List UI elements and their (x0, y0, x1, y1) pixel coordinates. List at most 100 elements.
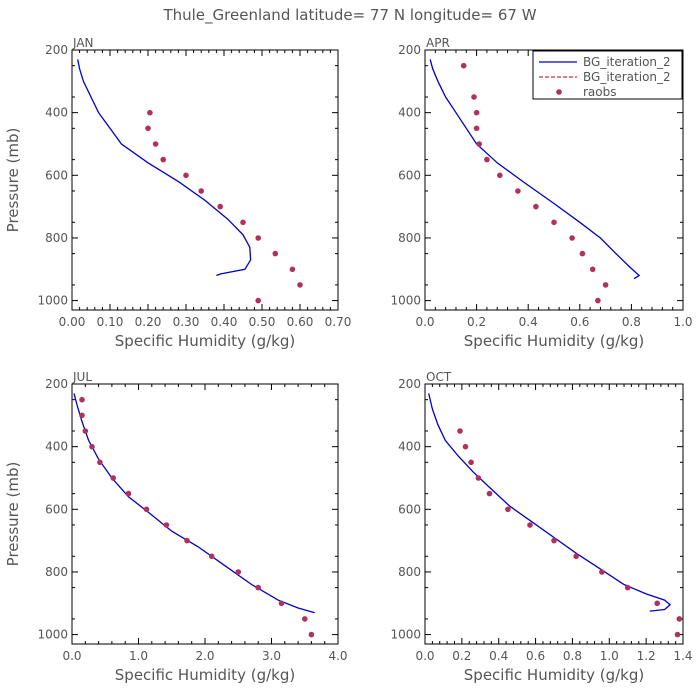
raobs-point (579, 250, 586, 257)
panel-label: JAN (72, 36, 94, 50)
y-tick-label: 400 (398, 440, 421, 454)
panel-jul: JUL 0.0 1.0 2.0 3.0 4.0 200 400 600 800 1000 Specif… (4, 370, 348, 684)
y-tick-label: 800 (398, 565, 421, 579)
x-tick-label: 0.8 (622, 315, 641, 329)
x-tick-label: 0.6 (526, 649, 545, 663)
x-tick-label: 0.60 (287, 315, 314, 329)
x-tick-label: 1.0 (600, 649, 619, 663)
y-tick-label: 600 (45, 168, 68, 182)
x-tick-label: 0.8 (563, 649, 582, 663)
plot-frame (71, 383, 339, 645)
raobs-point (505, 506, 511, 513)
x-tick-label: 1.2 (637, 649, 656, 663)
y-axis-label: Pressure (mb) (4, 128, 22, 233)
x-tick-label: 0.0 (62, 649, 81, 663)
raobs-point (255, 235, 261, 241)
legend-label: BG_iteration_2 (583, 55, 671, 69)
x-tick-label: 0.40 (211, 315, 238, 329)
x-axis-label: Specific Humidity (g/kg) (464, 666, 644, 684)
bg-iteration-line (77, 59, 252, 277)
panels: JAN 0.00 0.10 0.20 0.30 0.40 0.50 0.60 0.70 200 40… (4, 36, 693, 684)
x-tick-label: 0.50 (249, 315, 276, 329)
panel-apr: APR 0.0 0.2 0.4 0.6 0.8 1.0 200 400 600 800 1000 Spe… (390, 36, 692, 350)
raobs-point (599, 569, 605, 575)
raobs-point (89, 443, 95, 450)
raobs-point (160, 156, 166, 163)
raobs-point (676, 616, 683, 622)
legend-label: BG_iteration_2 (583, 70, 671, 84)
raobs-point (484, 156, 490, 163)
y-tick-label: 200 (398, 43, 421, 57)
x-axis-label: Specific Humidity (g/kg) (115, 332, 295, 350)
y-tick-label: 1000 (37, 294, 68, 308)
x-tick-label: 0.30 (173, 315, 200, 329)
x-tick-label: 0.4 (519, 315, 538, 329)
raobs-point (515, 188, 521, 194)
plot-frame (424, 49, 684, 311)
x-tick-label: 1.0 (129, 649, 148, 663)
raobs-point (82, 428, 89, 434)
raobs-point (595, 297, 601, 304)
raobs-point (79, 396, 85, 403)
raobs-point (527, 522, 533, 528)
raobs-point (473, 109, 480, 116)
plot-frame (424, 383, 684, 645)
x-axis-label: Specific Humidity (g/kg) (464, 332, 644, 350)
raobs-point (569, 235, 575, 241)
raobs-point (272, 250, 279, 257)
y-tick-label: 1000 (37, 628, 68, 642)
raobs-point (473, 125, 480, 132)
raobs-point (125, 490, 132, 497)
raobs-point (240, 219, 246, 226)
raobs-point (145, 125, 151, 132)
bg-iteration-line (73, 393, 315, 614)
raobs-point (551, 219, 557, 226)
x-tick-label: 2.0 (195, 649, 214, 663)
x-tick-label: 3.0 (262, 649, 281, 663)
raobs-point (533, 203, 539, 210)
raobs-point (255, 584, 261, 591)
y-tick-label: 800 (45, 565, 68, 579)
raobs-point (308, 631, 315, 638)
raobs-point (471, 94, 477, 100)
y-tick-label: 800 (398, 231, 421, 245)
raobs-point (278, 600, 285, 607)
panel-label: APR (426, 36, 450, 50)
y-tick-label: 400 (45, 440, 68, 454)
raobs-point (460, 62, 467, 69)
raobs-point (152, 141, 159, 147)
raobs-point (289, 266, 296, 273)
y-tick-label: 400 (45, 106, 68, 120)
x-tick-label: 1.0 (673, 315, 692, 329)
y-axis-label: Pressure (mb) (4, 462, 22, 567)
x-axis-label: Specific Humidity (g/kg) (115, 666, 295, 684)
y-tick-label: 600 (45, 502, 68, 516)
x-tick-label: 1.4 (673, 649, 692, 663)
y-tick-label: 600 (398, 168, 421, 182)
raobs-point (462, 443, 469, 450)
figure-title: Thule_Greenland latitude= 77 N longitude… (162, 6, 536, 25)
panel-oct: OCT 0.0 0.2 0.4 0.6 0.8 1.0 1.2 1.4 200 400 600 800 1… (390, 370, 692, 684)
y-tick-label: 200 (45, 43, 68, 57)
legend-marker-raobs (556, 89, 562, 95)
raobs-point (602, 282, 609, 288)
x-tick-label: 0.20 (135, 315, 162, 329)
raobs-point (457, 428, 463, 434)
raobs-point (198, 188, 204, 194)
plot-frame (71, 49, 339, 311)
raobs-point (255, 297, 261, 304)
x-tick-label: 0.0 (415, 649, 434, 663)
legend-label: raobs (583, 85, 617, 99)
raobs-point (302, 616, 308, 622)
x-tick-label: 0.00 (59, 315, 86, 329)
raobs-point (147, 109, 153, 116)
x-tick-label: 0.4 (489, 649, 508, 663)
x-tick-label: 0.10 (97, 315, 124, 329)
raobs-point (486, 490, 493, 497)
y-tick-label: 1000 (390, 628, 421, 642)
panel-jan: JAN 0.00 0.10 0.20 0.30 0.40 0.50 0.60 0.70 200 40… (4, 36, 351, 350)
raobs-point (235, 569, 242, 575)
raobs-point (551, 537, 557, 544)
